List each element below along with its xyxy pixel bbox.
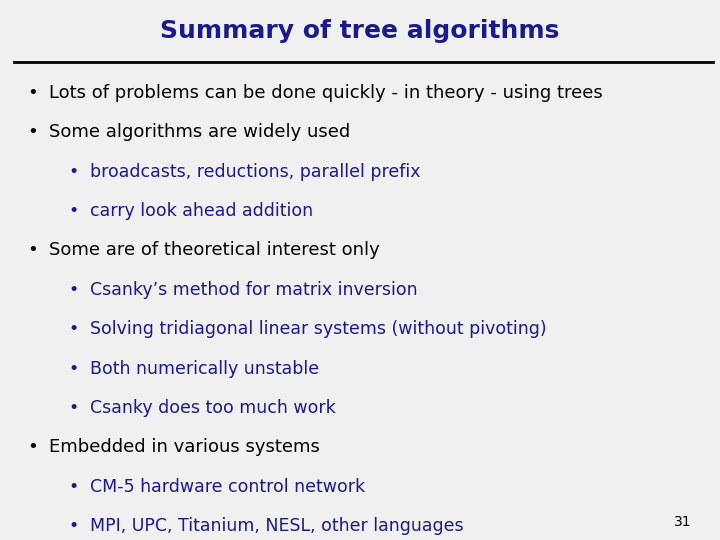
Text: •: •: [68, 163, 78, 180]
Text: broadcasts, reductions, parallel prefix: broadcasts, reductions, parallel prefix: [90, 163, 420, 180]
Text: Embedded in various systems: Embedded in various systems: [49, 438, 320, 456]
Text: Csanky’s method for matrix inversion: Csanky’s method for matrix inversion: [90, 281, 418, 299]
Text: MPI, UPC, Titanium, NESL, other languages: MPI, UPC, Titanium, NESL, other language…: [90, 517, 464, 535]
Text: Lots of problems can be done quickly - in theory - using trees: Lots of problems can be done quickly - i…: [49, 84, 603, 102]
Text: CM-5 hardware control network: CM-5 hardware control network: [90, 478, 365, 496]
Text: •: •: [27, 123, 38, 141]
Text: Csanky does too much work: Csanky does too much work: [90, 399, 336, 417]
Text: •: •: [27, 241, 38, 259]
Text: •: •: [68, 281, 78, 299]
Text: •: •: [68, 517, 78, 535]
Text: •: •: [68, 320, 78, 338]
Text: •: •: [68, 360, 78, 377]
Text: 31: 31: [674, 515, 691, 529]
Text: •: •: [68, 478, 78, 496]
Text: Some algorithms are widely used: Some algorithms are widely used: [49, 123, 350, 141]
Text: •: •: [68, 202, 78, 220]
Text: Solving tridiagonal linear systems (without pivoting): Solving tridiagonal linear systems (with…: [90, 320, 546, 338]
Text: •: •: [27, 438, 38, 456]
Text: •: •: [68, 399, 78, 417]
Text: Some are of theoretical interest only: Some are of theoretical interest only: [49, 241, 379, 259]
Text: Summary of tree algorithms: Summary of tree algorithms: [161, 19, 559, 43]
Text: carry look ahead addition: carry look ahead addition: [90, 202, 313, 220]
Text: •: •: [27, 84, 38, 102]
Text: Both numerically unstable: Both numerically unstable: [90, 360, 319, 377]
